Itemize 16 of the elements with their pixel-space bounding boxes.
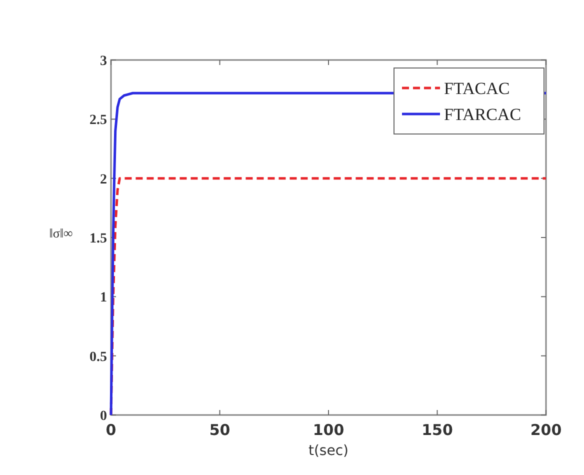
x-tick-label: 150: [422, 421, 453, 439]
y-tick-label: 1.5: [90, 232, 107, 246]
x-tick-label: 100: [312, 421, 344, 439]
y-tick-label: 0.5: [90, 350, 107, 365]
y-tick-label: 2.5: [90, 113, 107, 128]
y-tick-label: 3: [100, 54, 107, 69]
legend-label: FTARCAC: [444, 105, 522, 124]
y-axis-title: ‖σ‖∞: [49, 226, 73, 240]
legend-label: FTACAC: [444, 79, 510, 98]
x-tick-label: 50: [209, 421, 230, 439]
y-tick-label: 0: [100, 409, 107, 424]
y-tick-label: 1: [100, 290, 107, 306]
x-tick-label: 200: [530, 421, 562, 439]
line-series: [110, 177, 548, 416]
y-tick-label: 2: [100, 172, 107, 188]
x-axis-title: t(sec): [308, 443, 349, 459]
